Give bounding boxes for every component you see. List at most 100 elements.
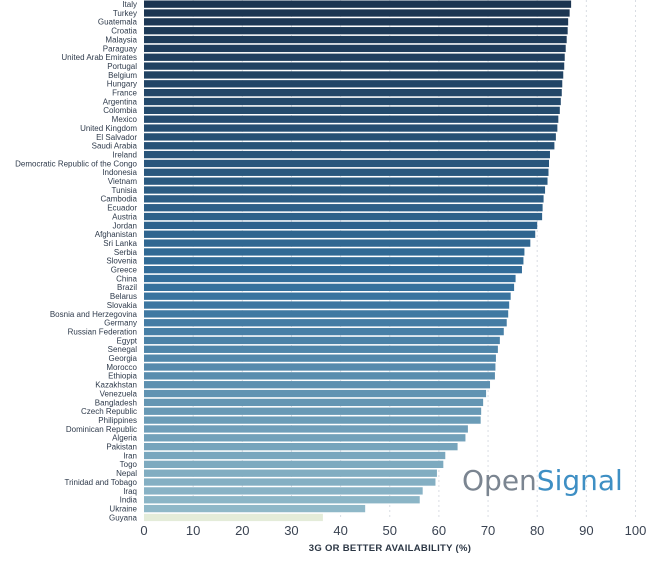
bar (144, 106, 560, 114)
bar (144, 354, 496, 362)
bar (144, 363, 496, 371)
category-label: Brazil (117, 283, 137, 292)
category-label: Portugal (107, 62, 137, 71)
category-label: Iraq (123, 487, 137, 496)
bar (144, 398, 484, 407)
bar (144, 319, 507, 327)
bar (144, 204, 543, 212)
category-label: Venezuela (100, 389, 138, 398)
category-label: Hungary (107, 80, 137, 89)
bar (144, 283, 515, 291)
category-label: Bosnia and Herzegovina (50, 310, 138, 319)
category-label: Bangladesh (95, 398, 137, 407)
category-label: Afghanistan (95, 230, 137, 239)
category-label: Ukraine (109, 504, 137, 513)
bar (144, 496, 420, 504)
category-label: Serbia (114, 248, 138, 257)
category-label: El Salvador (96, 133, 137, 142)
bar (144, 115, 559, 123)
category-label: India (120, 496, 138, 505)
category-label: United Arab Emirates (61, 53, 137, 62)
category-label: Saudi Arabia (92, 142, 138, 151)
bar (144, 159, 549, 168)
category-label: Tunisia (112, 186, 138, 195)
category-label: Russian Federation (68, 327, 137, 336)
bar (144, 443, 458, 451)
bar (144, 336, 500, 345)
category-label: Cambodia (101, 195, 138, 204)
bar (144, 434, 466, 442)
bar (144, 142, 555, 150)
category-labels: ItalyTurkeyGuatemalaCroatiaMalaysiaParag… (15, 0, 138, 522)
bar (144, 186, 546, 194)
bar (144, 80, 563, 88)
bar (144, 513, 323, 522)
x-axis-title: 3G OR BETTER AVAILABILITY (%) (309, 543, 471, 554)
bars (144, 0, 572, 522)
bar (144, 62, 565, 70)
bar (144, 230, 536, 238)
bar (144, 221, 538, 230)
bar (144, 372, 495, 380)
bar (144, 150, 550, 159)
logo-part-open: Open (462, 464, 537, 497)
category-label: Senegal (108, 345, 138, 354)
category-label: Vietnam (108, 177, 138, 186)
x-tick-label: 20 (235, 523, 249, 538)
category-label: Trinidad and Tobago (65, 478, 138, 487)
bar (144, 425, 468, 433)
bar (144, 327, 504, 336)
category-label: France (112, 89, 137, 98)
bar (144, 487, 423, 495)
bar (144, 381, 491, 389)
x-tick-labels: 0 10 20 30 40 50 60 70 80 90 100 (140, 523, 646, 538)
bar (144, 460, 444, 468)
bar (144, 27, 568, 35)
category-label: Egypt (117, 336, 138, 345)
bar (144, 35, 567, 44)
category-label: Colombia (103, 106, 137, 115)
x-tick-label: 70 (481, 523, 495, 538)
category-label: Georgia (109, 354, 138, 363)
bar (144, 239, 531, 247)
bar (144, 133, 556, 141)
x-tick-label: 50 (383, 523, 397, 538)
category-label: China (116, 274, 137, 283)
category-label: Belgium (108, 71, 137, 80)
category-label: Nepal (116, 469, 137, 478)
bar (144, 310, 509, 318)
category-label: Morocco (106, 363, 137, 372)
bar (144, 97, 561, 106)
bar (144, 248, 525, 256)
category-label: Ethiopia (108, 372, 137, 381)
category-label: Austria (112, 212, 137, 221)
category-label: Guatemala (98, 18, 138, 27)
bar (144, 257, 524, 265)
bar (144, 345, 498, 353)
bar (144, 53, 565, 61)
bar (144, 168, 549, 176)
bar (144, 44, 566, 53)
bar (144, 389, 487, 398)
bar (144, 89, 562, 97)
bar (144, 407, 482, 415)
x-tick-label: 0 (140, 523, 147, 538)
category-label: Slovakia (107, 301, 138, 310)
category-label: Germany (104, 319, 137, 328)
opensignal-logo: OpenSignal (462, 464, 623, 497)
logo-part-signal: Signal (537, 464, 623, 497)
category-label: Philippines (98, 416, 137, 425)
category-label: Kazakhstan (95, 381, 137, 390)
category-label: Indonesia (102, 168, 137, 177)
bar (144, 124, 558, 132)
bar (144, 9, 570, 17)
category-label: Dominican Republic (66, 425, 137, 434)
bar (144, 451, 446, 460)
x-tick-label: 80 (530, 523, 544, 538)
bar (144, 71, 564, 79)
category-label: Iran (123, 451, 137, 460)
category-label: Guyana (109, 513, 138, 522)
bar (144, 504, 366, 513)
